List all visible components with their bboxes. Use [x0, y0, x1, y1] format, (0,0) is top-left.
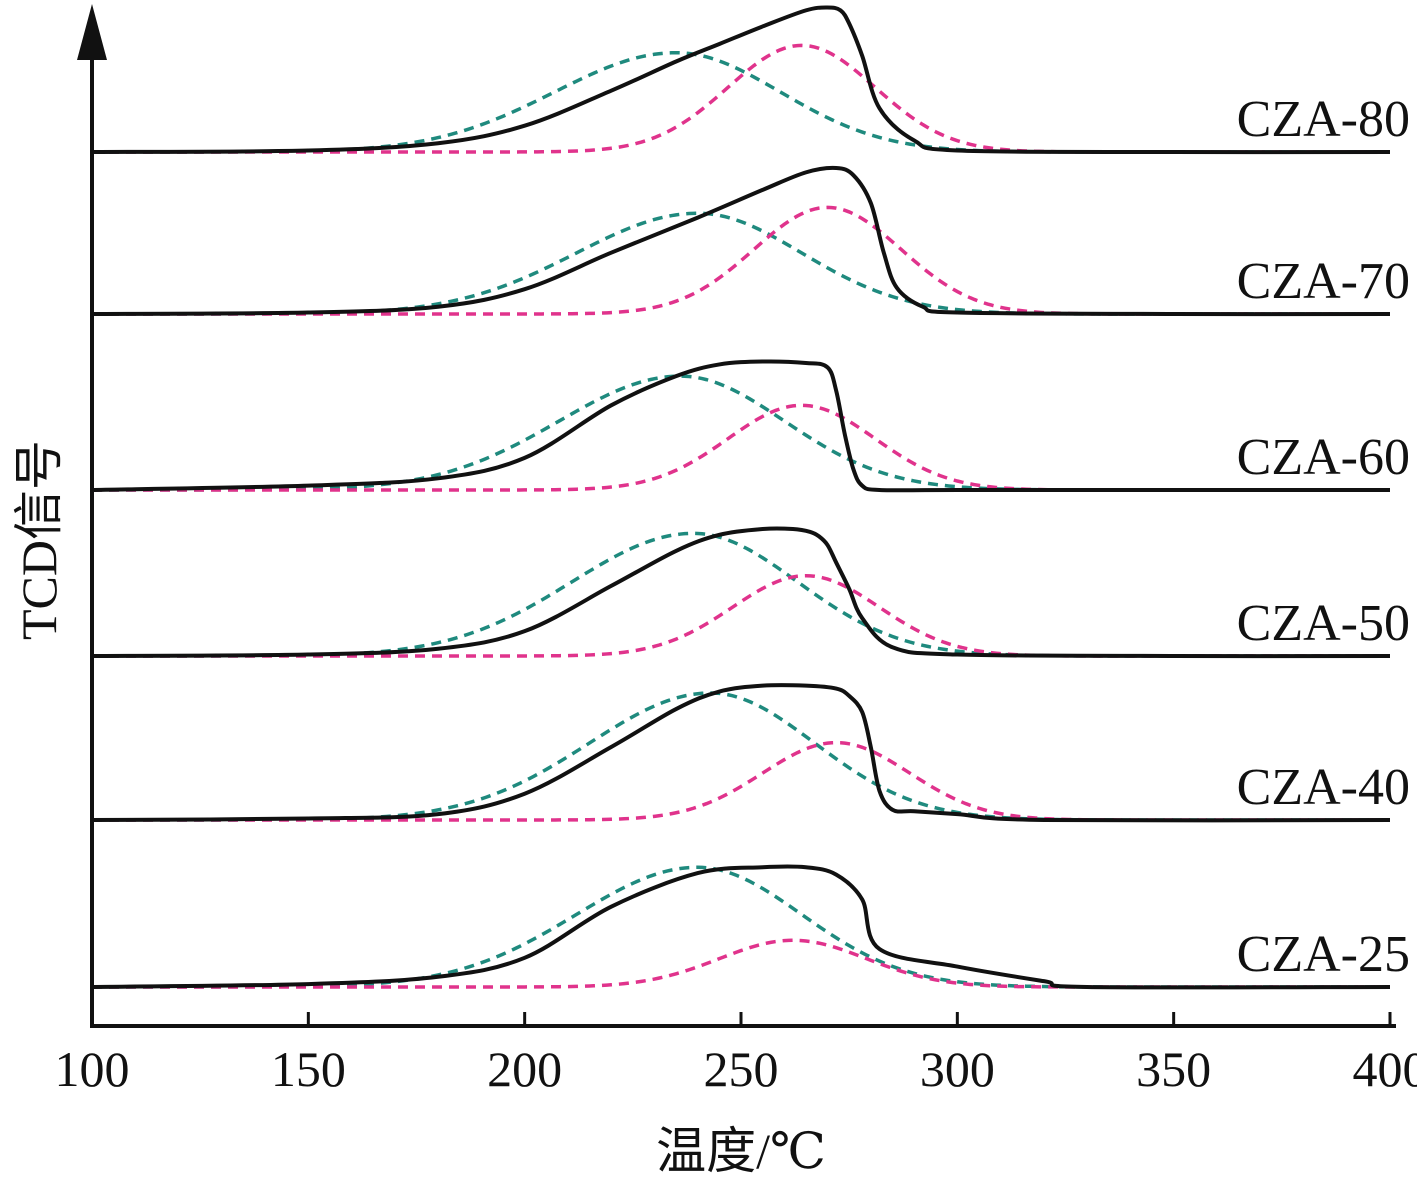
x-tick-label: 250 — [704, 1041, 779, 1097]
fit-peak-high-cza-80 — [92, 43, 1390, 154]
fit-peak-high-cza-50 — [92, 573, 1390, 658]
measured-curve-cza-25 — [91, 864, 1391, 990]
fit-peak-low-cza-40 — [92, 691, 1390, 822]
fit-peak-high-cza-25 — [92, 938, 1390, 989]
x-tick-label: 150 — [271, 1041, 346, 1097]
fit-peak-low-cza-80 — [92, 50, 1390, 154]
fit-peak-low-cza-70 — [92, 211, 1390, 316]
x-tick-label: 300 — [920, 1041, 995, 1097]
series-labels-layer: CZA-80 CZA-70 CZA-60 CZA-50 CZA-40 CZA-25 — [1237, 91, 1410, 983]
series-label-cza-80: CZA-80 — [1237, 91, 1410, 148]
measured-curve-cza-70 — [91, 165, 1391, 317]
fit-peak-high-cza-60 — [92, 403, 1390, 492]
measured-curve-cza-40 — [91, 683, 1391, 823]
x-tick-label: 350 — [1136, 1041, 1211, 1097]
measured-curve-cza-50 — [91, 526, 1391, 659]
x-axis-title: 温度/℃ — [656, 1123, 826, 1179]
measured-curve-cza-60 — [91, 359, 1390, 493]
series-label-cza-50: CZA-50 — [1237, 595, 1410, 652]
fit-peak-high-cza-40 — [92, 740, 1390, 822]
series-label-cza-60: CZA-60 — [1237, 429, 1410, 486]
fit-peak-low-cza-25 — [91, 865, 1390, 989]
curves-layer — [91, 5, 1391, 990]
fit-peak-low-cza-50 — [92, 531, 1390, 658]
x-tick-label: 200 — [487, 1041, 562, 1097]
y-axis-arrow-icon — [77, 4, 107, 60]
x-ticks-layer: 100 150 200 250 300 350 400 — [55, 1012, 1417, 1097]
series-label-cza-40: CZA-40 — [1237, 759, 1410, 816]
series-label-cza-25: CZA-25 — [1237, 926, 1410, 983]
series-label-cza-70: CZA-70 — [1237, 253, 1410, 310]
measured-curve-cza-80 — [91, 5, 1391, 155]
fit-peak-low-cza-60 — [92, 374, 1390, 492]
x-tick-label: 100 — [55, 1041, 130, 1097]
y-axis-title: TCD信号 — [11, 440, 67, 640]
x-tick-label: 400 — [1353, 1041, 1417, 1097]
